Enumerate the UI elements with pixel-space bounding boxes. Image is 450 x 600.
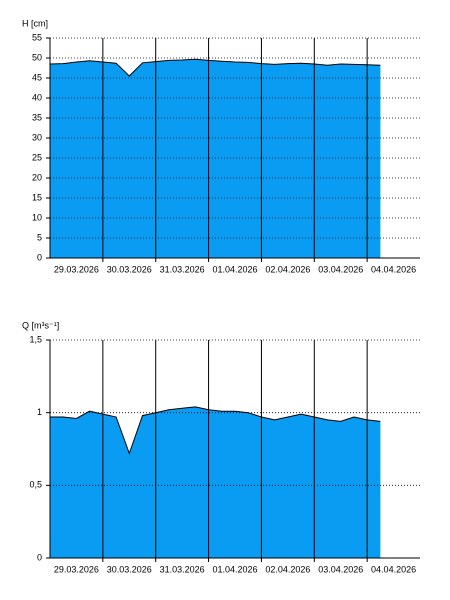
x-tick-label: 30.03.2026 — [107, 264, 152, 274]
y-tick-label: 30 — [32, 132, 42, 142]
area — [50, 59, 381, 259]
x-tick-label: 30.03.2026 — [107, 564, 152, 574]
y-tick-label: 25 — [32, 152, 42, 162]
y-tick-label: 1 — [37, 407, 42, 417]
x-tick-label: 02.04.2026 — [265, 564, 310, 574]
x-tick-label: 31.03.2026 — [160, 564, 205, 574]
y-axis-label: Q [m³s⁻¹] — [22, 320, 59, 330]
y-tick-label: 50 — [32, 52, 42, 62]
y-tick-label: 5 — [37, 232, 42, 242]
y-tick-label: 15 — [32, 192, 42, 202]
area — [50, 406, 381, 558]
x-tick-label: 02.04.2026 — [265, 264, 310, 274]
x-tick-label: 03.04.2026 — [318, 264, 363, 274]
x-tick-label: 31.03.2026 — [160, 264, 205, 274]
y-tick-label: 40 — [32, 92, 42, 102]
y-tick-label: 0 — [37, 552, 42, 562]
x-tick-label: 03.04.2026 — [318, 564, 363, 574]
x-tick-label: 04.04.2026 — [371, 264, 416, 274]
x-tick-label: 29.03.2026 — [54, 564, 99, 574]
x-tick-label: 29.03.2026 — [54, 264, 99, 274]
area-line — [49, 58, 381, 77]
x-tick-label: 01.04.2026 — [212, 564, 257, 574]
y-axis-label: H [cm] — [22, 18, 48, 28]
x-tick-label: 01.04.2026 — [212, 264, 257, 274]
y-tick-label: 45 — [32, 72, 42, 82]
x-tick-label: 04.04.2026 — [371, 564, 416, 574]
y-tick-label: 20 — [32, 172, 42, 182]
y-tick-label: 35 — [32, 112, 42, 122]
y-tick-label: 0,5 — [29, 480, 42, 490]
y-tick-label: 1,5 — [29, 334, 42, 344]
y-tick-label: 0 — [37, 252, 42, 262]
y-tick-label: 10 — [32, 212, 42, 222]
y-tick-label: 55 — [32, 32, 42, 42]
area-line — [50, 406, 381, 455]
